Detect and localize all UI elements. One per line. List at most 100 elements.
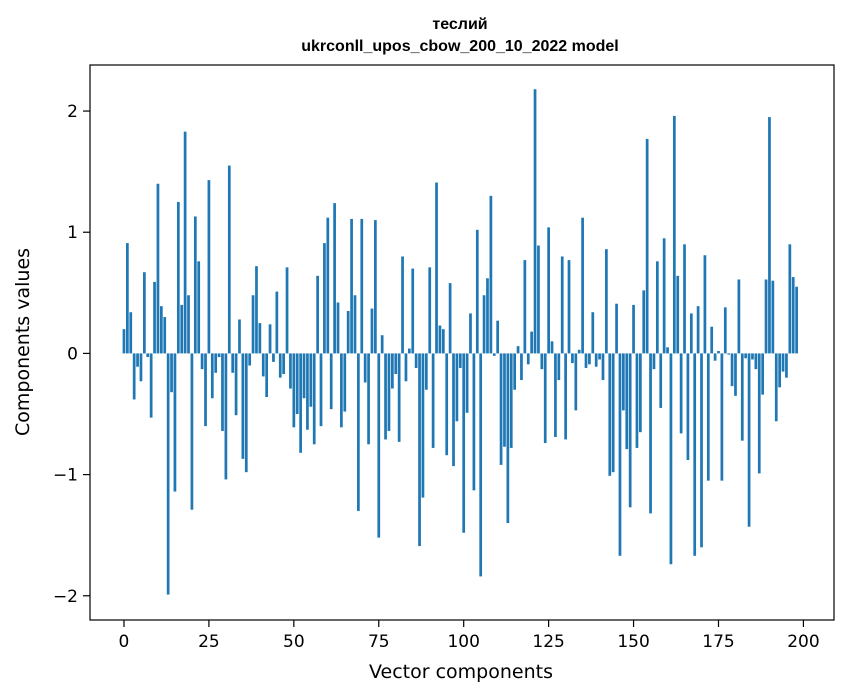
bar	[795, 286, 798, 354]
bar	[564, 353, 567, 440]
bar	[659, 353, 663, 408]
bar	[132, 353, 136, 400]
bar	[367, 353, 370, 445]
bar	[238, 319, 241, 354]
bar	[625, 353, 629, 450]
bar	[530, 331, 533, 354]
bar	[323, 243, 326, 354]
bar	[652, 353, 656, 370]
bar	[204, 353, 207, 427]
bar	[357, 353, 360, 511]
bar	[543, 353, 547, 444]
bar	[438, 325, 442, 354]
bar	[635, 353, 639, 448]
bar	[537, 245, 540, 354]
bar	[492, 353, 496, 356]
bar	[764, 279, 768, 354]
bar	[645, 138, 649, 354]
bar	[662, 238, 666, 354]
chart-title-line1: теслий	[432, 16, 487, 33]
bar	[414, 353, 418, 368]
bar	[166, 353, 170, 595]
bar	[598, 353, 601, 360]
bar	[146, 353, 150, 358]
bar	[153, 281, 156, 354]
bar	[340, 353, 343, 428]
bar	[129, 312, 133, 354]
bar	[676, 275, 680, 354]
bar	[299, 353, 302, 453]
bar	[350, 218, 353, 354]
x-tick-label: 25	[198, 632, 220, 652]
bar	[608, 353, 612, 476]
bar	[187, 295, 190, 354]
bar	[594, 353, 598, 367]
bar	[234, 353, 238, 416]
bar	[482, 295, 486, 354]
bar	[679, 353, 683, 434]
bar	[452, 353, 455, 467]
bar	[458, 353, 462, 368]
plot-area-frame	[89, 64, 835, 621]
bar	[785, 353, 788, 378]
bar	[700, 353, 703, 548]
bar	[370, 308, 374, 354]
bar	[261, 353, 265, 377]
x-tick-label: 150	[617, 632, 649, 652]
bar	[672, 115, 676, 354]
bar	[509, 353, 513, 448]
bar	[231, 353, 235, 373]
bar	[499, 353, 503, 465]
bar	[717, 350, 720, 354]
bar	[384, 353, 387, 440]
bar	[363, 353, 367, 383]
bar	[183, 131, 187, 354]
bar	[285, 267, 289, 354]
x-axis-label: Vector components	[369, 661, 553, 683]
bar	[380, 335, 384, 354]
bar	[547, 227, 550, 354]
bar	[353, 295, 357, 354]
bar	[397, 353, 401, 442]
chart-title-line2: ukrconll_upos_cbow_200_10_2022 model	[301, 38, 618, 55]
bar	[751, 353, 754, 360]
bar	[754, 353, 758, 370]
bar	[462, 353, 466, 533]
bar	[469, 313, 472, 354]
bar	[574, 353, 578, 411]
bar	[156, 183, 160, 354]
bar	[173, 353, 177, 492]
bar	[649, 353, 652, 514]
bar	[513, 353, 517, 390]
x-tick-label: 125	[532, 632, 564, 652]
y-axis-label: Components values	[12, 248, 34, 436]
bar	[265, 353, 269, 398]
bar	[465, 353, 469, 413]
y-tick-label: −1	[53, 466, 78, 486]
bar	[326, 217, 330, 354]
bar	[207, 180, 211, 354]
bar	[550, 341, 554, 354]
bar	[360, 218, 364, 354]
bar	[139, 353, 143, 382]
bar	[391, 353, 394, 389]
y-tick-label: −2	[53, 587, 78, 607]
bar	[435, 182, 438, 354]
bar	[639, 353, 642, 433]
bar	[424, 353, 428, 390]
bar	[791, 277, 795, 354]
bar	[503, 353, 506, 447]
bar	[176, 201, 180, 354]
bar	[136, 353, 139, 367]
bar	[227, 165, 231, 354]
bar	[411, 268, 415, 354]
bar	[126, 243, 129, 354]
bar	[428, 267, 432, 354]
bar	[774, 353, 778, 422]
bar	[251, 295, 255, 354]
bar	[567, 260, 571, 354]
bar	[757, 353, 761, 474]
bar	[689, 313, 693, 354]
bar	[744, 353, 748, 359]
bar	[781, 353, 785, 372]
